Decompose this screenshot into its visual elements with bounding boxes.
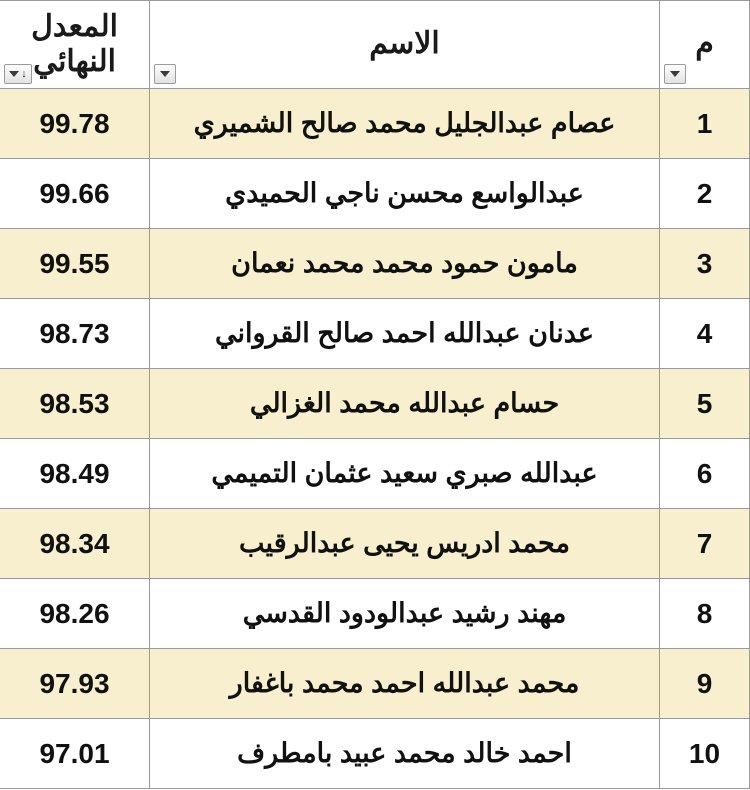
cell-score: 98.26 bbox=[0, 579, 150, 649]
cell-score: 98.49 bbox=[0, 439, 150, 509]
table-row: 5حسام عبدالله محمد الغزالي98.53 bbox=[0, 369, 750, 439]
cell-name: مهند رشيد عبدالودود القدسي bbox=[150, 579, 660, 649]
cell-score: 99.55 bbox=[0, 229, 150, 299]
chevron-down-icon bbox=[9, 71, 19, 77]
cell-num: 1 bbox=[660, 89, 750, 159]
cell-name: محمد ادريس يحيى عبدالرقيب bbox=[150, 509, 660, 579]
header-name-label: الاسم bbox=[156, 27, 653, 62]
cell-num: 10 bbox=[660, 719, 750, 789]
cell-name: احمد خالد محمد عبيد بامطرف bbox=[150, 719, 660, 789]
cell-num: 9 bbox=[660, 649, 750, 719]
filter-button-score[interactable]: ↓ bbox=[4, 64, 32, 84]
cell-score: 97.01 bbox=[0, 719, 150, 789]
table-row: 2عبدالواسع محسن ناجي الحميدي99.66 bbox=[0, 159, 750, 229]
table-row: 7محمد ادريس يحيى عبدالرقيب98.34 bbox=[0, 509, 750, 579]
cell-num: 3 bbox=[660, 229, 750, 299]
cell-name: حسام عبدالله محمد الغزالي bbox=[150, 369, 660, 439]
filter-button-name[interactable] bbox=[154, 64, 176, 84]
cell-num: 7 bbox=[660, 509, 750, 579]
header-num: م bbox=[660, 1, 750, 89]
table-row: 10احمد خالد محمد عبيد بامطرف97.01 bbox=[0, 719, 750, 789]
chevron-down-icon bbox=[670, 71, 680, 77]
cell-name: عبدالواسع محسن ناجي الحميدي bbox=[150, 159, 660, 229]
cell-score: 97.93 bbox=[0, 649, 150, 719]
cell-name: عدنان عبدالله احمد صالح القرواني bbox=[150, 299, 660, 369]
header-score-label-line1: المعدل bbox=[6, 10, 143, 45]
table-row: 9محمد عبدالله احمد محمد باغفار97.93 bbox=[0, 649, 750, 719]
header-row: م الاسم المعدل النهائي ↓ bbox=[0, 1, 750, 89]
cell-name: عصام عبدالجليل محمد صالح الشميري bbox=[150, 89, 660, 159]
cell-num: 8 bbox=[660, 579, 750, 649]
cell-num: 2 bbox=[660, 159, 750, 229]
cell-score: 99.66 bbox=[0, 159, 150, 229]
filter-button-num[interactable] bbox=[664, 64, 686, 84]
table-body: 1عصام عبدالجليل محمد صالح الشميري99.782ع… bbox=[0, 89, 750, 789]
cell-num: 6 bbox=[660, 439, 750, 509]
table-row: 3مامون حمود محمد محمد نعمان99.55 bbox=[0, 229, 750, 299]
table-container: م الاسم المعدل النهائي ↓ 1عصام bbox=[0, 0, 750, 789]
table-row: 1عصام عبدالجليل محمد صالح الشميري99.78 bbox=[0, 89, 750, 159]
table-row: 8مهند رشيد عبدالودود القدسي98.26 bbox=[0, 579, 750, 649]
cell-score: 98.34 bbox=[0, 509, 150, 579]
cell-score: 98.53 bbox=[0, 369, 150, 439]
table-row: 6عبدالله صبري سعيد عثمان التميمي98.49 bbox=[0, 439, 750, 509]
results-table: م الاسم المعدل النهائي ↓ 1عصام bbox=[0, 0, 750, 789]
cell-num: 4 bbox=[660, 299, 750, 369]
cell-name: محمد عبدالله احمد محمد باغفار bbox=[150, 649, 660, 719]
sort-desc-icon: ↓ bbox=[21, 68, 27, 80]
cell-score: 99.78 bbox=[0, 89, 150, 159]
header-score: المعدل النهائي ↓ bbox=[0, 1, 150, 89]
cell-name: مامون حمود محمد محمد نعمان bbox=[150, 229, 660, 299]
header-num-label: م bbox=[666, 27, 743, 62]
header-name: الاسم bbox=[150, 1, 660, 89]
cell-num: 5 bbox=[660, 369, 750, 439]
table-row: 4عدنان عبدالله احمد صالح القرواني98.73 bbox=[0, 299, 750, 369]
cell-name: عبدالله صبري سعيد عثمان التميمي bbox=[150, 439, 660, 509]
chevron-down-icon bbox=[160, 71, 170, 77]
cell-score: 98.73 bbox=[0, 299, 150, 369]
